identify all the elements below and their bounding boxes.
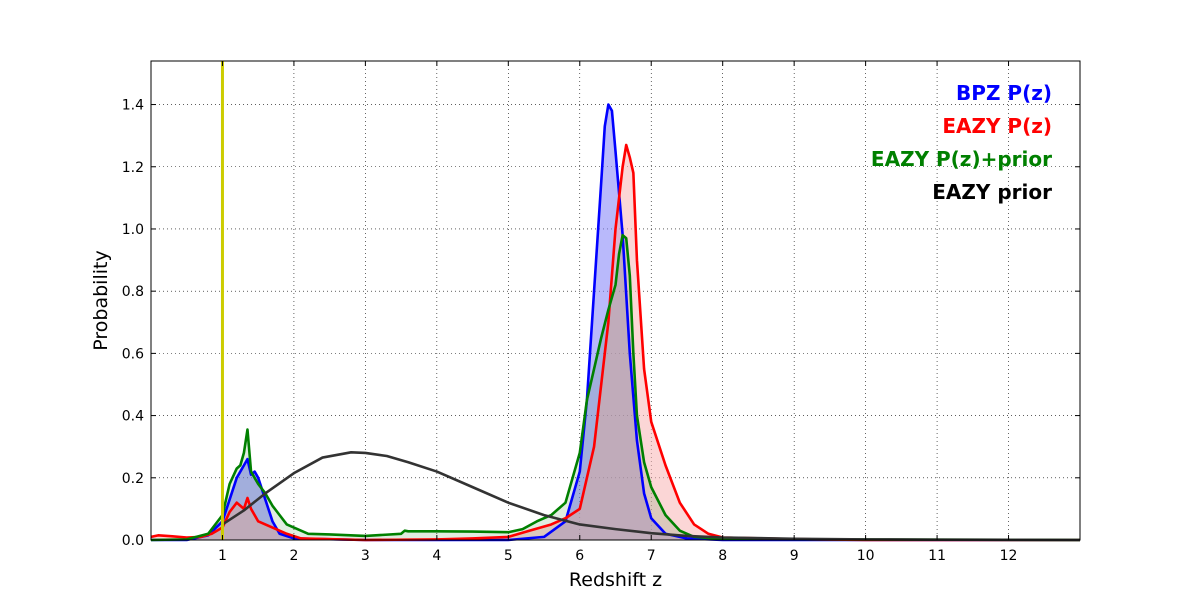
series-fills (151, 104, 1080, 540)
x-tick-label: 11 (928, 548, 946, 564)
y-tick-label: 1.2 (122, 160, 144, 176)
x-tick-label: 5 (504, 548, 513, 564)
y-tick-label: 1.4 (122, 98, 144, 114)
y-tick-label: 0.2 (122, 471, 144, 487)
y-tick-label: 0.8 (122, 284, 144, 300)
x-tick-label: 2 (289, 548, 298, 564)
y-axis-label: Probability (90, 250, 112, 350)
x-tick-label: 7 (647, 548, 656, 564)
y-tick-label: 1.0 (122, 222, 144, 238)
legend-entry: EAZY P(z)+prior (871, 147, 1052, 171)
x-tick-label: 1 (218, 548, 227, 564)
series-line-0 (151, 103, 1080, 542)
x-tick-label: 4 (432, 548, 441, 564)
y-tick-label: 0.4 (122, 409, 144, 425)
series-line-3 (221, 450, 1081, 542)
x-tick-label: 3 (361, 548, 370, 564)
x-tick-label: 10 (857, 548, 875, 564)
x-tick-label: 9 (790, 548, 799, 564)
x-tick-label: 8 (718, 548, 727, 564)
legend: BPZ P(z) EAZY P(z) EAZY P(z)+prior EAZY pri… (871, 81, 1052, 204)
plot-frame (150, 60, 1081, 541)
ticks: 1 2 3 4 5 6 7 8 9 10 11 120.00.20.40.60.81.01.21.4 (122, 61, 1080, 564)
series-line-1 (150, 143, 1080, 542)
x-tick-label: 12 (1000, 548, 1018, 564)
series-line-2 (150, 233, 1081, 542)
x-tick-label: 6 (575, 548, 584, 564)
series-fill-2 (151, 235, 1080, 540)
legend-entry: EAZY prior (932, 180, 1052, 204)
series-fill-1 (151, 144, 1080, 540)
legend-entry: EAZY P(z) (942, 114, 1052, 138)
y-tick-label: 0.0 (122, 533, 144, 549)
y-tick-label: 0.6 (122, 346, 144, 362)
x-axis-label: Redshift z (569, 569, 662, 591)
series-lines (150, 103, 1081, 542)
legend-entry: BPZ P(z) (956, 81, 1052, 105)
